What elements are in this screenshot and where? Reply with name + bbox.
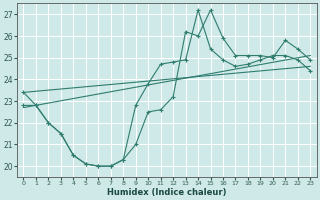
X-axis label: Humidex (Indice chaleur): Humidex (Indice chaleur)	[107, 188, 227, 197]
